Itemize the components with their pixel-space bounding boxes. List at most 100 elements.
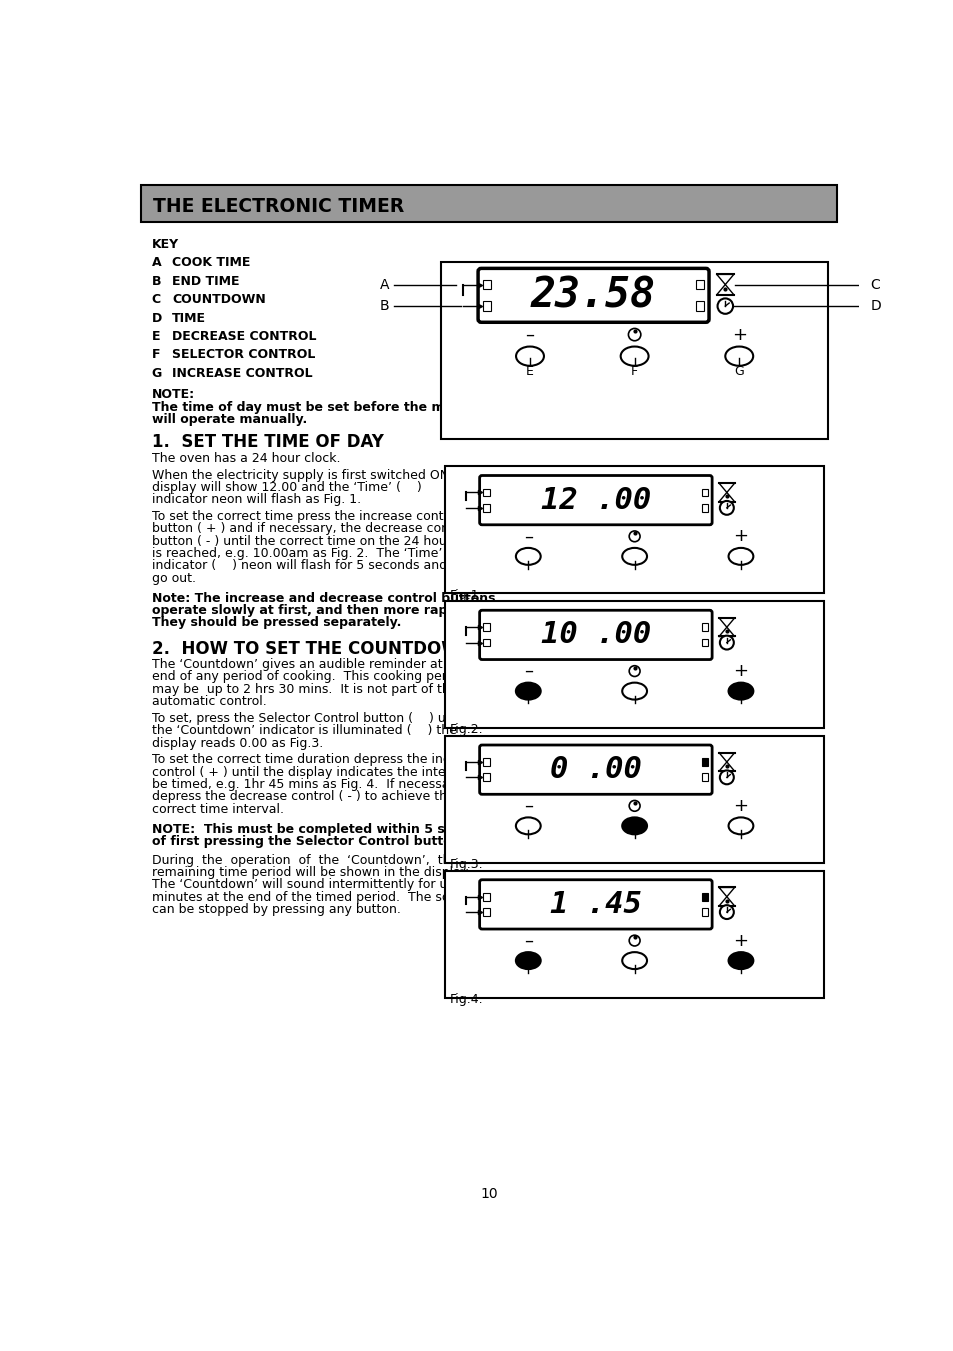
Text: +: + <box>733 932 748 950</box>
Ellipse shape <box>516 549 540 565</box>
Polygon shape <box>719 493 734 501</box>
Bar <box>695 301 703 311</box>
Bar <box>483 893 489 901</box>
Text: 23.58: 23.58 <box>531 274 656 316</box>
Text: Fig.4.: Fig.4. <box>449 993 482 1006</box>
Text: +: + <box>733 662 748 680</box>
Ellipse shape <box>728 952 753 969</box>
Text: F: F <box>152 349 160 362</box>
Text: The time of day must be set before the main oven: The time of day must be set before the m… <box>152 401 503 413</box>
Text: automatic control.: automatic control. <box>152 694 266 708</box>
Text: 12 .00: 12 .00 <box>540 485 650 515</box>
Bar <box>701 908 707 916</box>
Bar <box>483 639 489 646</box>
Text: button ( - ) until the correct time on the 24 hour clock: button ( - ) until the correct time on t… <box>152 535 488 547</box>
Bar <box>701 758 707 766</box>
Text: A: A <box>380 277 390 292</box>
FancyBboxPatch shape <box>141 185 836 222</box>
Bar <box>701 639 707 646</box>
FancyBboxPatch shape <box>477 269 708 323</box>
Text: NOTE:  This must be completed within 5 seconds: NOTE: This must be completed within 5 se… <box>152 823 494 836</box>
Text: When the electricity supply is first switched ON, the: When the electricity supply is first swi… <box>152 469 476 481</box>
Text: 1 .45: 1 .45 <box>549 890 641 919</box>
Text: button ( + ) and if necessary, the decrease control: button ( + ) and if necessary, the decre… <box>152 523 469 535</box>
Text: To set the correct time duration depress the increase: To set the correct time duration depress… <box>152 754 484 766</box>
FancyBboxPatch shape <box>444 601 823 728</box>
Text: minutes at the end of the timed period.  The sound: minutes at the end of the timed period. … <box>152 890 473 904</box>
Text: 2.  HOW TO SET THE COUNTDOWN: 2. HOW TO SET THE COUNTDOWN <box>152 639 473 658</box>
Text: Fig.2.: Fig.2. <box>449 723 482 736</box>
FancyBboxPatch shape <box>444 870 823 997</box>
Text: SELECTOR CONTROL: SELECTOR CONTROL <box>172 349 315 362</box>
Text: 1.  SET THE TIME OF DAY: 1. SET THE TIME OF DAY <box>152 434 383 451</box>
Text: be timed, e.g. 1hr 45 mins as Fig. 4.  If necessary: be timed, e.g. 1hr 45 mins as Fig. 4. If… <box>152 778 461 792</box>
Text: depress the decrease control ( - ) to achieve the: depress the decrease control ( - ) to ac… <box>152 790 454 804</box>
Text: The ‘Countdown’ gives an audible reminder at the: The ‘Countdown’ gives an audible reminde… <box>152 658 466 671</box>
Text: –: – <box>525 326 534 343</box>
Ellipse shape <box>516 817 540 835</box>
Polygon shape <box>719 627 734 636</box>
Ellipse shape <box>728 682 753 700</box>
Text: The oven has a 24 hour clock.: The oven has a 24 hour clock. <box>152 451 340 465</box>
Circle shape <box>629 800 639 811</box>
Text: They should be pressed separately.: They should be pressed separately. <box>152 616 401 630</box>
Text: control ( + ) until the display indicates the interval to: control ( + ) until the display indicate… <box>152 766 485 778</box>
FancyBboxPatch shape <box>444 466 823 593</box>
Bar <box>701 504 707 512</box>
Text: the ‘Countdown’ indicator is illuminated (    ) the: the ‘Countdown’ indicator is illuminated… <box>152 724 456 738</box>
Circle shape <box>720 770 733 785</box>
Ellipse shape <box>516 952 540 969</box>
Text: go out.: go out. <box>152 571 195 585</box>
Text: can be stopped by pressing any button.: can be stopped by pressing any button. <box>152 902 400 916</box>
Text: E: E <box>152 330 160 343</box>
Bar <box>701 489 707 496</box>
Text: E: E <box>525 365 534 378</box>
Ellipse shape <box>621 817 646 835</box>
Text: B: B <box>152 274 161 288</box>
Ellipse shape <box>728 549 753 565</box>
FancyBboxPatch shape <box>479 476 711 524</box>
Text: correct time interval.: correct time interval. <box>152 802 283 816</box>
Text: DECREASE CONTROL: DECREASE CONTROL <box>172 330 316 343</box>
Ellipse shape <box>516 347 543 366</box>
Polygon shape <box>719 753 734 762</box>
Circle shape <box>720 905 733 919</box>
Text: +: + <box>733 527 748 546</box>
Text: THE ELECTRONIC TIMER: THE ELECTRONIC TIMER <box>153 197 404 216</box>
Text: Note: The increase and decrease control buttons: Note: The increase and decrease control … <box>152 592 495 605</box>
Text: may be  up to 2 hrs 30 mins.  It is not part of the: may be up to 2 hrs 30 mins. It is not pa… <box>152 682 456 696</box>
Bar <box>483 758 489 766</box>
Text: 0 .00: 0 .00 <box>549 755 641 784</box>
Text: To set, press the Selector Control button (    ) until: To set, press the Selector Control butto… <box>152 712 465 725</box>
Text: The ‘Countdown’ will sound intermittently for up to 2: The ‘Countdown’ will sound intermittentl… <box>152 878 483 892</box>
Text: Fig.1.: Fig.1. <box>449 589 482 601</box>
Polygon shape <box>719 762 734 771</box>
FancyBboxPatch shape <box>479 744 711 794</box>
Text: B: B <box>379 299 390 313</box>
FancyBboxPatch shape <box>479 611 711 659</box>
Polygon shape <box>719 484 734 493</box>
Bar <box>695 280 703 289</box>
Bar <box>483 623 489 631</box>
Text: 10 .00: 10 .00 <box>540 620 650 650</box>
Ellipse shape <box>621 952 646 969</box>
Text: INCREASE CONTROL: INCREASE CONTROL <box>172 367 313 380</box>
Text: TIME: TIME <box>172 312 206 324</box>
Text: +: + <box>733 797 748 815</box>
Text: –: – <box>523 662 532 680</box>
Text: D: D <box>869 299 880 313</box>
Text: G: G <box>734 365 743 378</box>
Text: G: G <box>152 367 162 380</box>
FancyBboxPatch shape <box>479 880 711 929</box>
Text: –: – <box>523 797 532 815</box>
Text: remaining time period will be shown in the display.: remaining time period will be shown in t… <box>152 866 470 880</box>
Circle shape <box>629 531 639 542</box>
Circle shape <box>720 501 733 515</box>
Text: COOK TIME: COOK TIME <box>172 257 250 269</box>
Bar <box>483 908 489 916</box>
Text: During  the  operation  of  the  ‘Countdown’,  the: During the operation of the ‘Countdown’,… <box>152 854 457 866</box>
Polygon shape <box>719 888 734 897</box>
Circle shape <box>720 636 733 650</box>
Circle shape <box>629 666 639 677</box>
Text: will operate manually.: will operate manually. <box>152 413 307 426</box>
